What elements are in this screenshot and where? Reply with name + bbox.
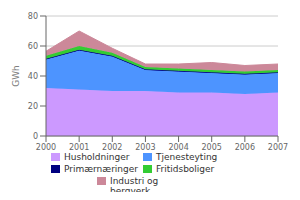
svg-text:2006: 2006 — [235, 143, 255, 152]
html-text:Tjenesteyting: Tjenesteyting — [156, 152, 218, 162]
svg-text:2002: 2002 — [102, 143, 122, 152]
html-text:Fritidsboliger: Fritidsboliger — [156, 164, 215, 174]
svg-text:2007: 2007 — [268, 143, 288, 152]
svg-text:40: 40 — [28, 72, 38, 81]
svg-text:60: 60 — [28, 42, 38, 51]
html-text:Primærnæringer: Primærnæringer — [64, 164, 138, 174]
svg-text:2001: 2001 — [69, 143, 89, 152]
svg-text:20: 20 — [28, 102, 38, 111]
svg-text:2004: 2004 — [168, 143, 188, 152]
html-text:Industri og bergverk: Industri og bergverk — [110, 176, 159, 196]
svg-text:2003: 2003 — [135, 143, 155, 152]
svg-text:2000: 2000 — [36, 143, 56, 152]
svg-text:80: 80 — [28, 12, 38, 21]
svg-text:GWh: GWh — [11, 65, 21, 87]
svg-text:2005: 2005 — [202, 143, 222, 152]
svg-text:0: 0 — [33, 132, 38, 141]
html-text:Husholdninger: Husholdninger — [64, 152, 130, 162]
